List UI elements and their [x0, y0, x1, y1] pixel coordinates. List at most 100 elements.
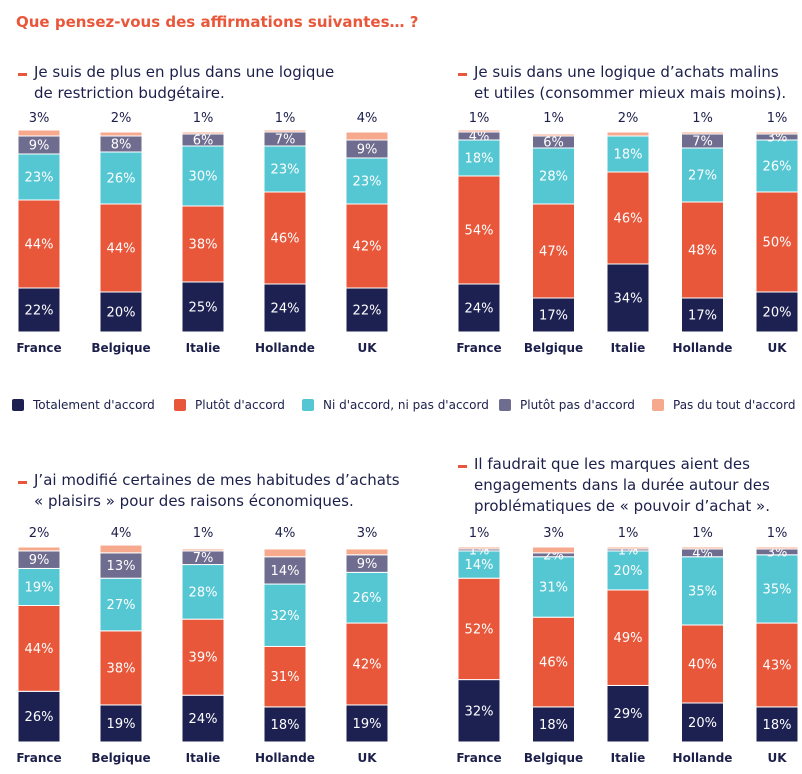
category-label: France [16, 341, 61, 355]
data-label-totalement: 18% [271, 718, 300, 733]
data-label-totalement: 24% [271, 302, 300, 317]
bar-segment-totalement [181, 281, 225, 333]
bar-segment-totalement [681, 297, 724, 333]
data-label-pas-du-tout: 3% [543, 526, 564, 541]
data-label-ni: 31% [539, 580, 568, 595]
data-label-plutot: 46% [271, 232, 300, 247]
data-label-totalement: 18% [763, 718, 792, 733]
data-label-totalement: 29% [614, 707, 643, 722]
bar-segment-plutot-pas [99, 552, 143, 579]
data-label-totalement: 17% [539, 309, 568, 324]
bar-segment-plutot [345, 622, 389, 706]
bar-segment-ni [755, 554, 799, 624]
bar-stack-italie: 29% 49% 20% 1% 1% Italie [606, 526, 650, 765]
bar-segment-ni [532, 556, 575, 618]
legend-swatch-icon [652, 399, 664, 411]
bar-segment-pas-du-tout [681, 546, 724, 550]
data-label-totalement: 26% [25, 710, 54, 725]
data-label-totalement: 17% [688, 309, 717, 324]
bar-segment-plutot [99, 630, 143, 706]
legend-item-plutot: Plutôt d'accord [174, 398, 285, 412]
bar-segment-plutot [17, 199, 61, 289]
data-label-totalement: 20% [107, 306, 136, 321]
bar-segment-ni [457, 139, 501, 177]
bar-segment-totalement [99, 704, 143, 743]
data-label-plutot: 31% [271, 670, 300, 685]
bar-segment-plutot [755, 622, 799, 708]
chart-panel-3: J’ai modifié certaines de mes habitudes … [16, 470, 408, 770]
bar-stack-uk: 20%50%26%3%1%UK [755, 111, 799, 355]
bar-segment-pas-du-tout [755, 131, 799, 135]
category-label: France [456, 751, 501, 765]
data-label-ni: 14% [465, 558, 494, 573]
data-label-ni: 20% [614, 564, 643, 579]
data-label-pas-du-tout: 1% [618, 526, 639, 541]
chart-title-2-line-1: Je suis dans une logique d’achats malins [474, 63, 779, 81]
legend-swatch-icon [12, 399, 24, 411]
bar-segment-plutot [181, 205, 225, 283]
data-label-ni: 28% [189, 585, 218, 600]
bar-stack-italie: 24% 39% 28% 7% 1% Italie [181, 526, 225, 765]
bar-stack-italie: 25% 38% 30% 6% 1% Italie [181, 111, 225, 355]
bar-stack-uk: 18%43%35%3%1%UK [755, 526, 799, 765]
category-label: France [456, 341, 501, 355]
chart-title-1: Je suis de plus en plus dans une logique… [18, 62, 398, 104]
data-label-pas-du-tout: 1% [692, 111, 713, 126]
data-label-totalement: 25% [189, 301, 218, 316]
bar-stack-france: 26% 44% 19% 9% 2% France [16, 526, 61, 765]
chart-title-2: Je suis dans une logique d’achats malins… [458, 62, 798, 104]
data-label-plutot: 47% [539, 245, 568, 260]
data-label-plutot: 42% [353, 240, 382, 255]
bar-segment-pas-du-tout [755, 546, 799, 550]
category-label: UK [767, 751, 787, 765]
data-label-pas-du-tout: 1% [692, 526, 713, 541]
bar-segment-totalement [532, 297, 575, 333]
data-label-plutot: 46% [539, 656, 568, 671]
category-label: Italie [611, 341, 646, 355]
bar-stack-belgique: 17% 47% 28% 6% 1% Belgique [524, 111, 583, 355]
page-title: Que pensez-vous des affirmations suivant… [16, 13, 419, 31]
data-label-pas-du-tout: 4% [357, 111, 378, 126]
data-label-pas-du-tout: 4% [111, 526, 132, 541]
data-label-pas-du-tout: 1% [767, 526, 788, 541]
chart-title-4-line-1: Il faudrait que les marques aient des [474, 455, 750, 473]
chart-title-4-line-3: problématiques de « pouvoir d’achat ». [474, 497, 770, 515]
chart-title-3-line-1: J’ai modifié certaines de mes habitudes … [34, 471, 400, 489]
bar-segment-ni [345, 571, 389, 624]
data-label-totalement: 20% [763, 306, 792, 321]
stacked-bar-chart-3: 26% 44% 19% 9% 2% France 19% 38% 27% 13% 4% Belgiqu… [16, 526, 389, 765]
legend-label: Ni d'accord, ni pas d'accord [323, 398, 489, 412]
data-label-pas-du-tout: 2% [111, 111, 132, 126]
bar-segment-ni [99, 577, 143, 632]
bar-segment-pas-du-tout [99, 131, 143, 137]
bar-stack-belgique: 19% 38% 27% 13% 4% Belgique [91, 526, 150, 765]
data-label-plutot: 49% [614, 631, 643, 646]
legend-item-plutot-pas: Plutôt pas d'accord [499, 398, 635, 412]
category-label: UK [357, 751, 377, 765]
bar-stack-uk: 22% 42% 23% 9% 4% UK [345, 111, 389, 355]
data-label-ni: 23% [25, 171, 54, 186]
data-label-pas-du-tout: 3% [29, 111, 50, 126]
data-label-plutot-pas: 9% [29, 139, 50, 154]
bar-segment-pas-du-tout [345, 131, 389, 141]
bar-segment-pas-du-tout [457, 546, 501, 550]
bar-stack-uk: 19% 42% 26% 9% 3% UK [345, 526, 389, 765]
category-label: UK [357, 341, 377, 355]
bar-segment-totalement [681, 702, 724, 743]
data-label-plutot-pas: 14% [271, 564, 300, 579]
bar-segment-totalement [457, 679, 501, 743]
data-label-pas-du-tout: 3% [357, 526, 378, 541]
bar-segment-ni [681, 556, 724, 626]
data-label-ni: 27% [107, 598, 136, 613]
data-label-pas-du-tout: 1% [469, 526, 490, 541]
data-label-ni: 18% [465, 152, 494, 167]
bar-segment-pas-du-tout [532, 546, 575, 554]
chart-panel-1: Je suis de plus en plus dans une logique… [16, 62, 398, 362]
category-label: Hollande [673, 341, 733, 355]
data-label-ni: 30% [189, 170, 218, 185]
bar-stack-belgique: 18%46%31%2%3%Belgique [524, 526, 583, 765]
bar-segment-pas-du-tout [181, 548, 225, 552]
data-label-pas-du-tout: 1% [767, 111, 788, 126]
data-label-plutot-pas: 9% [29, 553, 50, 568]
chart-title-3-line-2: « plaisirs » pour des raisons économique… [34, 492, 354, 510]
